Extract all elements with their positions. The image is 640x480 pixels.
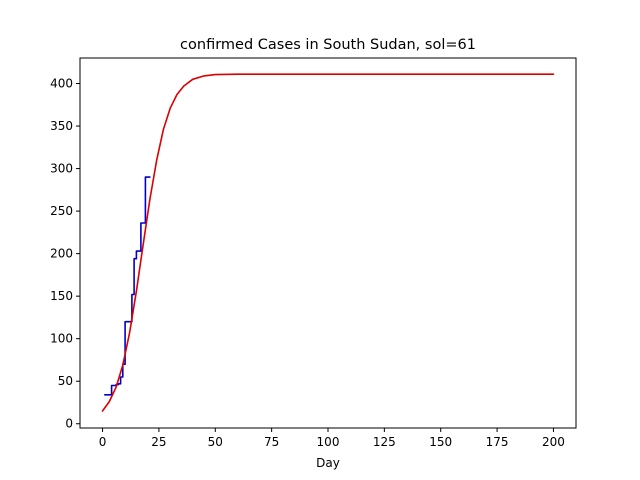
x-tick-label: 125 xyxy=(373,435,396,449)
y-tick-label: 150 xyxy=(50,289,73,303)
x-tick-label: 25 xyxy=(151,435,166,449)
x-axis-label: Day xyxy=(316,456,340,470)
x-tick-label: 150 xyxy=(429,435,452,449)
x-tick-label: 50 xyxy=(208,435,223,449)
y-tick-label: 250 xyxy=(50,204,73,218)
x-tick-label: 0 xyxy=(99,435,107,449)
plot-area xyxy=(101,73,555,412)
y-tick-label: 50 xyxy=(58,374,73,388)
x-axis-ticks: 0 25 50 75 100 125 150 175 200 xyxy=(99,428,565,449)
y-axis-ticks: 0 50 100 150 200 250 300 350 400 xyxy=(50,77,80,431)
y-tick-label: 100 xyxy=(50,332,73,346)
y-tick-label: 200 xyxy=(50,247,73,261)
y-tick-label: 400 xyxy=(50,77,73,91)
x-tick-label: 175 xyxy=(486,435,509,449)
confirmed-cases-line xyxy=(104,176,151,396)
y-tick-label: 300 xyxy=(50,162,73,176)
x-tick-label: 100 xyxy=(317,435,340,449)
y-tick-label: 350 xyxy=(50,119,73,133)
chart-title: confirmed Cases in South Sudan, sol=61 xyxy=(180,37,476,53)
y-tick-label: 0 xyxy=(65,417,73,431)
fitted-curve-line xyxy=(101,73,555,412)
x-tick-label: 200 xyxy=(542,435,565,449)
x-tick-label: 75 xyxy=(264,435,279,449)
